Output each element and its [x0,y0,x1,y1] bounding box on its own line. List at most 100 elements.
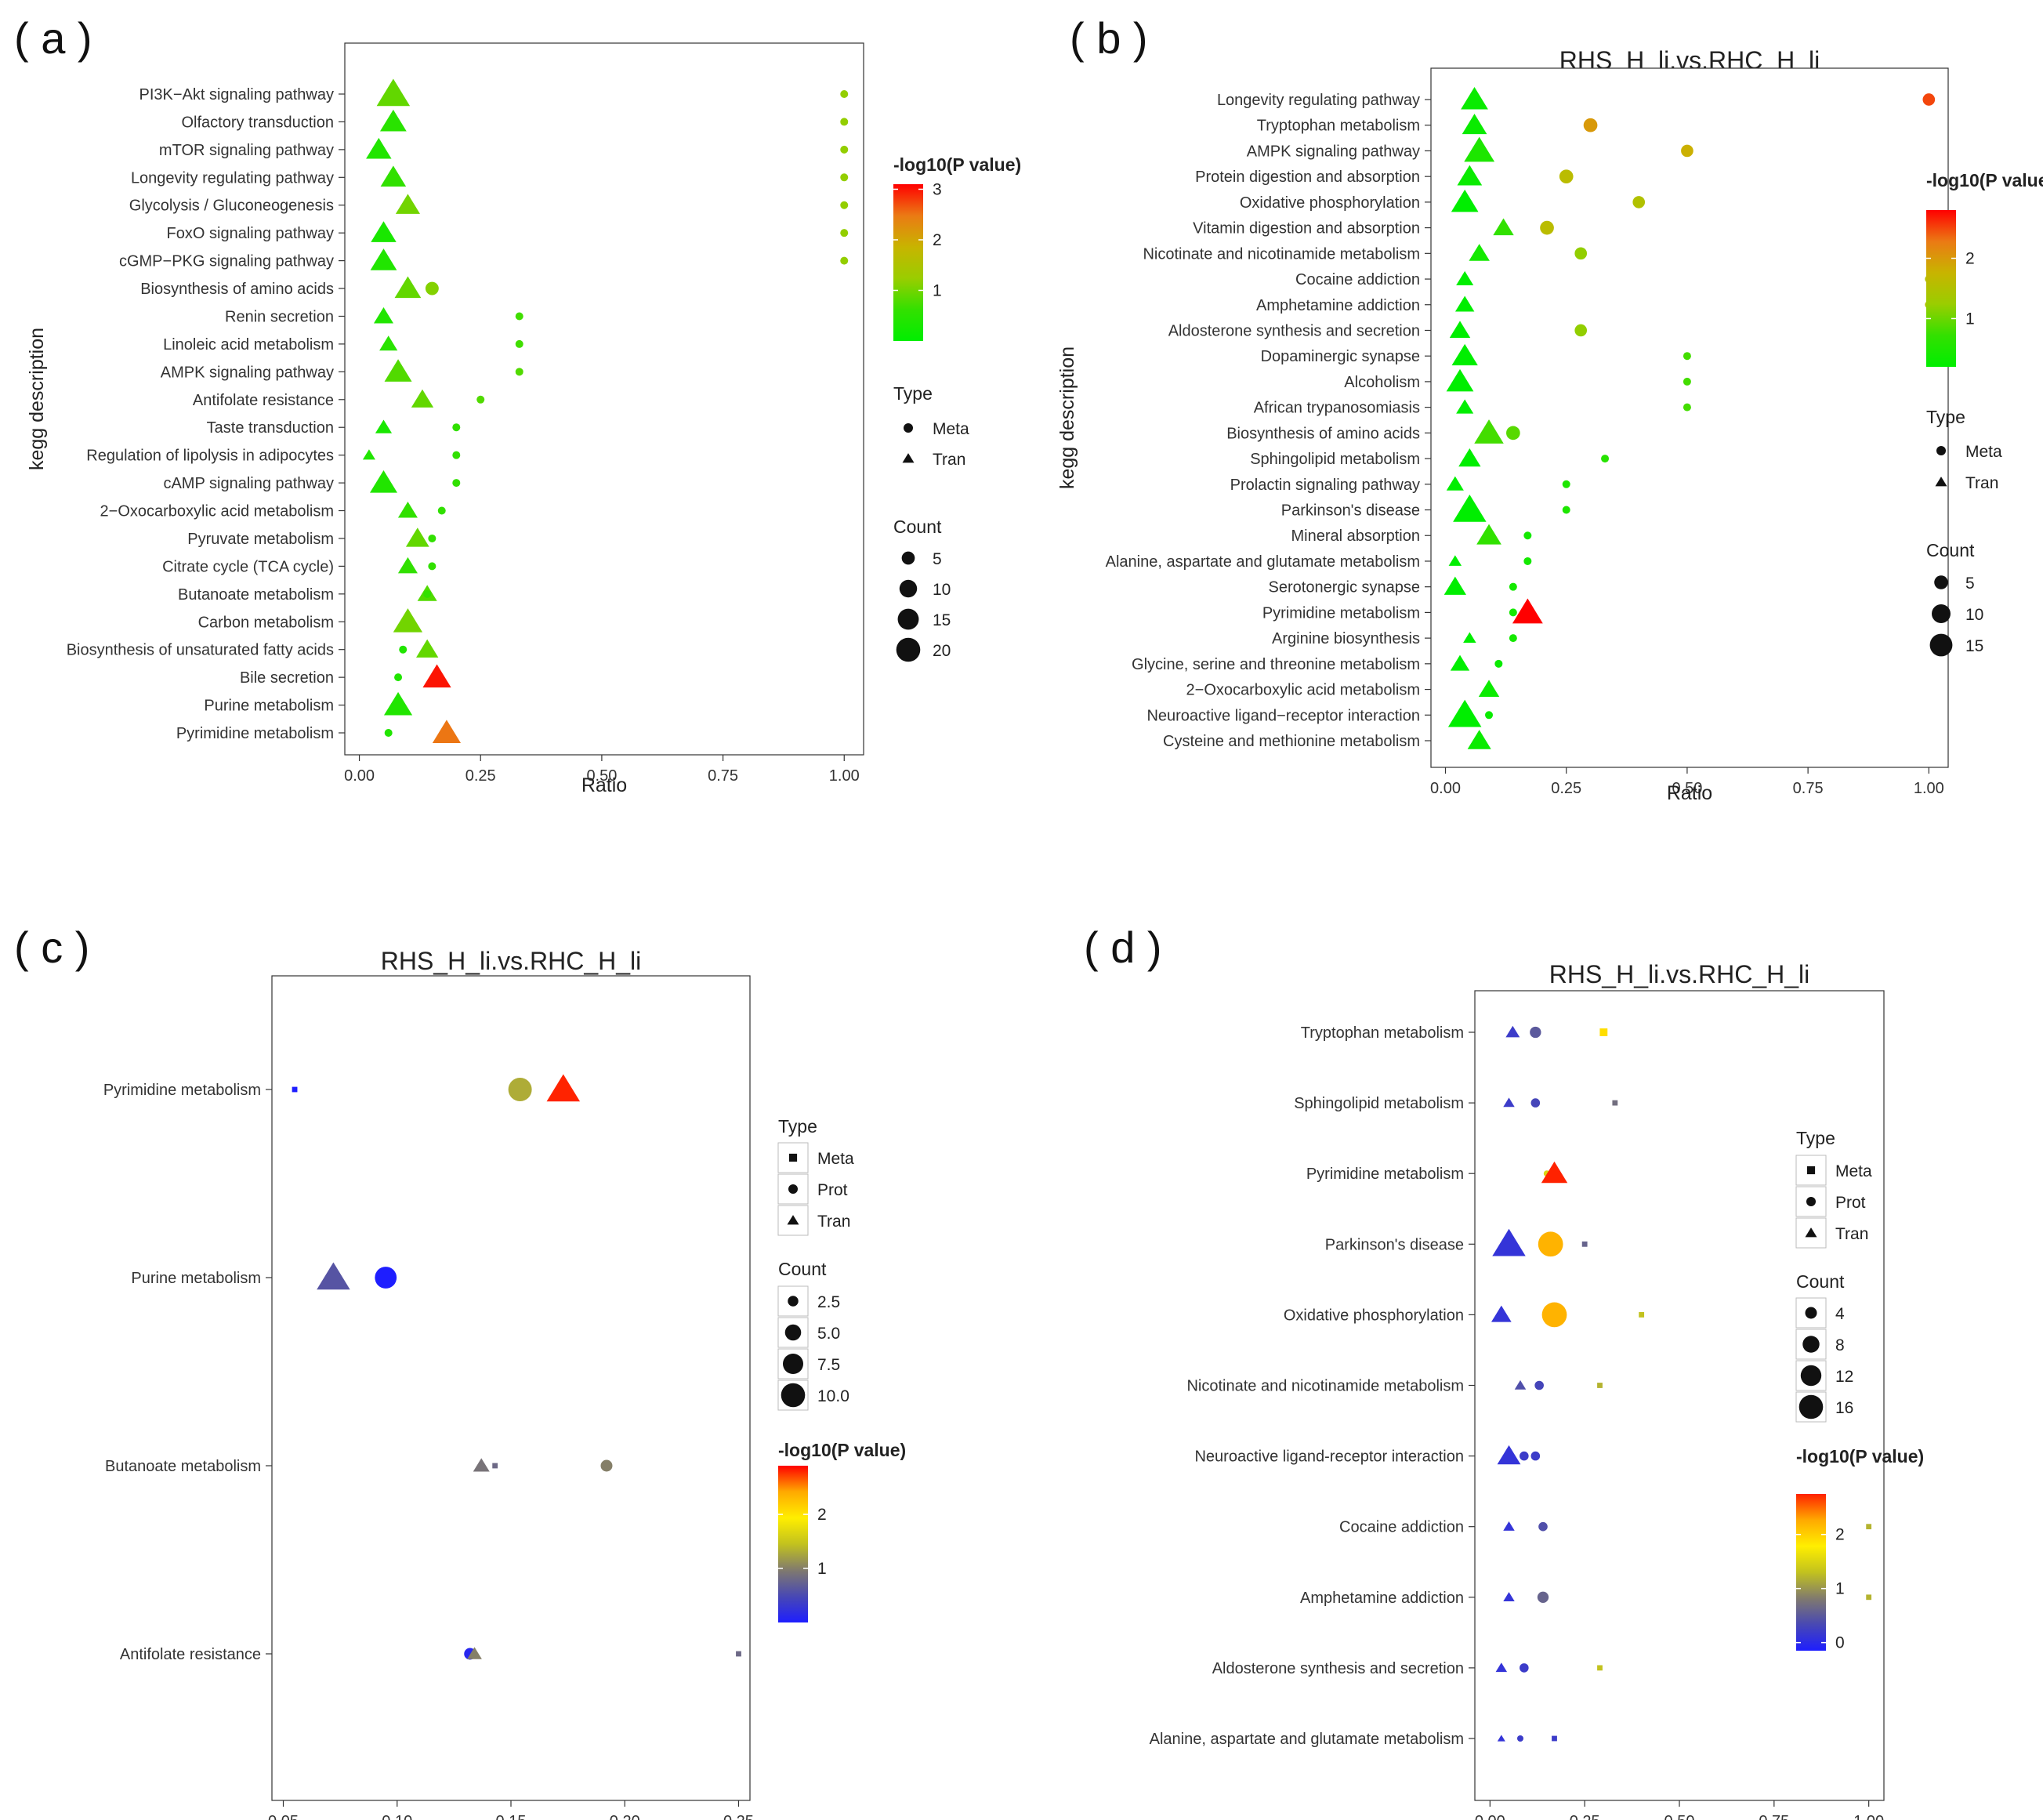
data-point-tran [1497,1735,1505,1742]
data-point-prot [1538,1521,1548,1532]
data-point-tran [362,449,375,460]
x-tick-label: 1.00 [829,767,860,785]
y-tick-label: Biosynthesis of amino acids [140,281,334,298]
data-point-tran [1503,1521,1515,1531]
legend-count-label: 20 [933,642,951,660]
legend-count-label: 5 [933,550,942,568]
legend-size-circle [1934,575,1948,589]
legend-size-circle [1932,604,1951,623]
data-point-meta [1574,247,1588,260]
y-tick-label: Biosynthesis of unsaturated fatty acids [67,642,334,659]
y-tick-label: Sphingolipid metabolism [1250,451,1420,468]
data-point-meta [1597,1383,1603,1388]
data-point-tran [379,335,398,351]
data-point-meta [1562,506,1570,514]
data-point-tran [1462,114,1487,135]
data-point-meta [452,479,461,488]
data-point-tran [1467,730,1491,749]
color-bar-label: 1 [1965,310,1975,328]
y-tick-label: Linoleic acid metabolism [163,336,334,353]
panel-label: ( c ) [14,923,89,972]
color-legend-title: -log10(P value) [778,1440,906,1460]
data-point-meta [1509,608,1517,617]
data-point-prot [1537,1591,1549,1603]
data-point-meta [840,229,849,237]
data-point-tran [370,248,397,270]
legend-count-label: 2.5 [817,1293,840,1311]
legend-count-label: 15 [933,611,951,629]
data-point-tran [1461,87,1488,110]
data-point-meta [492,1463,498,1469]
data-point-tran [473,1458,490,1472]
data-point-meta [1922,93,1936,106]
legend-size-circle [899,579,918,598]
data-point-tran [546,1074,581,1102]
x-tick-label: 0.50 [1672,780,1702,797]
data-point-meta [1509,582,1517,591]
data-point-meta [1632,196,1646,208]
y-tick-label: Nicotinate and nicotinamide metabolism [1186,1378,1464,1395]
type-legend-title: Type [1796,1128,1835,1148]
x-tick-label: 0.50 [586,767,617,785]
data-point-meta [1599,1028,1608,1036]
data-point-meta [476,395,485,404]
legend-type-label: Meta [817,1150,854,1168]
x-tick-label: 0.20 [610,1813,640,1820]
y-axis-label: kegg description [1056,346,1078,489]
legend-size-circle [1802,1336,1820,1353]
y-tick-label: Cocaine addiction [1339,1519,1464,1536]
x-tick-label: 0.00 [1475,1813,1505,1820]
y-tick-label: Tryptophan metabolism [1257,118,1420,135]
y-tick-label: Renin secretion [225,308,334,325]
legend-shape-tran [1805,1227,1817,1238]
data-point-tran [384,359,412,382]
data-point-meta [1540,220,1554,235]
color-bar [778,1466,808,1622]
y-tick-label: Protein digestion and absorption [1195,169,1420,186]
y-tick-label: Cysteine and methionine metabolism [1163,733,1420,750]
data-point-tran [393,608,423,633]
count-legend-title: Count [893,517,942,537]
chart-title: RHS_H_li.vs.RHC_H_li [1549,960,1810,988]
data-point-meta [1574,324,1588,337]
data-point-tran [1469,244,1490,261]
legend-size-circle [1929,633,1953,657]
legend-shape-prot [788,1184,798,1194]
count-legend-title: Count [1926,540,1975,560]
data-point-meta [1506,426,1520,440]
y-tick-label: Pyrimidine metabolism [1262,604,1420,622]
legend-count-label: 10 [933,581,951,599]
data-point-tran [1454,295,1475,312]
legend-type-label: Prot [817,1181,848,1199]
legend-size-circle [1805,1307,1817,1319]
data-point-prot [1520,1663,1529,1673]
data-point-prot [375,1267,397,1289]
data-point-tran [394,276,422,299]
y-tick-label: Neuroactive ligand-receptor interaction [1194,1448,1464,1466]
y-tick-label: Olfactory transduction [181,114,334,131]
y-tick-label: Vitamin digestion and absorption [1193,220,1420,237]
plot-frame [1430,67,1949,768]
x-tick-label: 0.00 [1430,780,1461,797]
legend-shape-meta [1936,446,1946,455]
legend-shape-meta [788,1153,798,1162]
y-tick-label: Cocaine addiction [1295,271,1420,288]
data-point-tran [1497,1445,1521,1465]
y-tick-label: Pyruvate metabolism [187,531,334,548]
data-point-prot [1517,1735,1523,1742]
x-tick-label: 0.75 [708,767,738,785]
x-tick-label: 0.00 [344,767,375,785]
data-point-meta [292,1086,298,1093]
data-point-tran [1541,1161,1568,1184]
data-point-meta [840,173,849,182]
data-point-tran [397,557,418,574]
data-point-prot [1530,1451,1541,1461]
y-tick-label: Alcoholism [1344,374,1420,391]
data-point-tran [1446,476,1464,491]
y-tick-label: Biosynthesis of amino acids [1226,425,1420,442]
data-point-meta [399,645,408,654]
data-point-tran [416,639,439,658]
y-tick-label: Longevity regulating pathway [1217,92,1420,109]
data-point-tran [422,664,451,688]
